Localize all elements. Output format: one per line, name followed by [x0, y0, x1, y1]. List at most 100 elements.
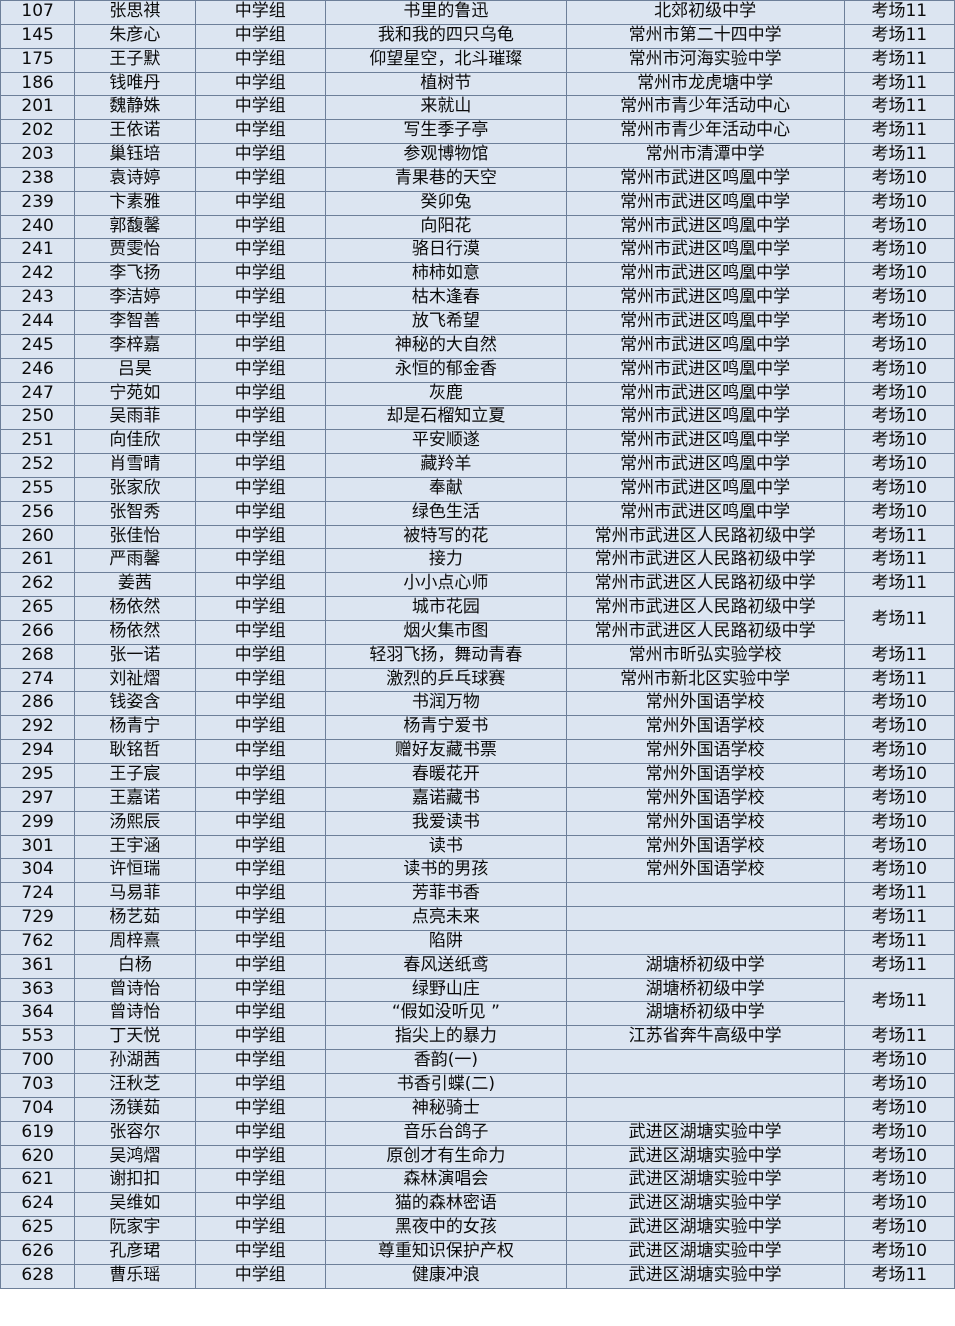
- table-row: 242 李飞扬 中学组 柿柿如意 常州市武进区鸣凰中学 考场10: [0, 262, 955, 288]
- cell-school: 常州市武进区鸣凰中学: [565, 262, 845, 288]
- cell-id: 700: [0, 1049, 76, 1074]
- cell-room: 考场10: [843, 286, 955, 311]
- cell-school: 湖塘桥初级中学: [565, 977, 845, 1003]
- cell-room: 考场11: [843, 119, 955, 145]
- cell-id: 244: [0, 309, 76, 335]
- cell-school: 常州外国语学校: [565, 739, 845, 764]
- cell-name: 孔彦珺: [74, 1239, 196, 1265]
- cell-room: 考场10: [843, 309, 955, 335]
- cell-group: 中学组: [194, 357, 327, 383]
- table-row: 274 刘祉熠 中学组 激烈的乒乓球赛 常州市新北区实验中学 考场11: [0, 667, 955, 693]
- cell-group: 中学组: [194, 643, 327, 669]
- cell-title: 春暖花开: [325, 763, 567, 788]
- cell-room: 考场10: [843, 453, 955, 478]
- cell-school: 常州市武进区人民路初级中学: [565, 572, 845, 598]
- cell-group: 中学组: [194, 810, 327, 836]
- table-row: 203 巢钰培 中学组 参观博物馆 常州市清潭中学 考场11: [0, 143, 955, 168]
- cell-name: 张家欣: [74, 476, 196, 502]
- cell-group: 中学组: [194, 906, 327, 931]
- cell-group: 中学组: [194, 238, 327, 264]
- cell-group: 中学组: [194, 1263, 327, 1289]
- cell-school: 常州市武进区鸣凰中学: [565, 309, 845, 335]
- table-row: 186 钱唯丹 中学组 植树节 常州市龙虎塘中学 考场11: [0, 71, 955, 97]
- cell-school: 常州市新北区实验中学: [565, 667, 845, 693]
- cell-school: 常州市武进区鸣凰中学: [565, 238, 845, 264]
- cell-group: 中学组: [194, 548, 327, 574]
- table-row: 266 杨依然 中学组 烟火集市图 常州市武进区人民路初级中学: [0, 619, 955, 645]
- cell-name: 袁诗婷: [74, 166, 196, 192]
- cell-name: 李飞扬: [74, 262, 196, 288]
- cell-school: 湖塘桥初级中学: [565, 953, 845, 979]
- cell-school: 武进区湖塘实验中学: [565, 1239, 845, 1265]
- cell-room: 考场10: [843, 715, 955, 741]
- table-row: 762 周梓熹 中学组 陷阱 考场11: [0, 929, 955, 955]
- cell-room: 考场10: [843, 1216, 955, 1241]
- cell-id: 361: [0, 953, 76, 979]
- cell-name: 王依诺: [74, 119, 196, 145]
- cell-title: 接力: [325, 548, 567, 574]
- cell-school: 北郊初级中学: [565, 0, 845, 25]
- cell-title: 我和我的四只乌龟: [325, 23, 567, 49]
- cell-group: 中学组: [194, 95, 327, 121]
- cell-school: 常州市清潭中学: [565, 143, 845, 168]
- cell-id: 762: [0, 929, 76, 955]
- cell-name: 周梓熹: [74, 929, 196, 955]
- cell-group: 中学组: [194, 23, 327, 49]
- cell-name: 汤熙辰: [74, 810, 196, 836]
- cell-id: 238: [0, 166, 76, 192]
- cell-room: 考场10: [843, 763, 955, 788]
- cell-name: 李智善: [74, 309, 196, 335]
- cell-title: 香韵(一): [325, 1049, 567, 1074]
- table-row: 243 李洁婷 中学组 枯木逢春 常州市武进区鸣凰中学 考场10: [0, 286, 955, 311]
- cell-name: 肖雪晴: [74, 453, 196, 478]
- cell-group: 中学组: [194, 333, 327, 359]
- cell-name: 张容尔: [74, 1120, 196, 1146]
- cell-room: 考场11: [843, 1025, 955, 1051]
- cell-id: 295: [0, 763, 76, 788]
- cell-school: 常州外国语学校: [565, 810, 845, 836]
- cell-group: 中学组: [194, 786, 327, 812]
- cell-id: 245: [0, 333, 76, 359]
- cell-title: 轻羽飞扬，舞动青春: [325, 643, 567, 669]
- cell-title: 陷阱: [325, 929, 567, 955]
- cell-group: 中学组: [194, 1168, 327, 1194]
- cell-name: 杨依然: [74, 619, 196, 645]
- cell-school: 常州外国语学校: [565, 691, 845, 717]
- cell-school: 常州外国语学校: [565, 858, 845, 884]
- table-row: 260 张佳怡 中学组 被特写的花 常州市武进区人民路初级中学 考场11: [0, 524, 955, 550]
- cell-school: 常州外国语学校: [565, 834, 845, 860]
- cell-id: 268: [0, 643, 76, 669]
- cell-title: 放飞希望: [325, 309, 567, 335]
- cell-name: 魏静姝: [74, 95, 196, 121]
- table-row: 107 张思祺 中学组 书里的鲁迅 北郊初级中学 考场11: [0, 0, 955, 25]
- cell-id: 299: [0, 810, 76, 836]
- cell-id: 107: [0, 0, 76, 25]
- cell-school: [565, 1072, 845, 1098]
- cell-school: 武进区湖塘实验中学: [565, 1192, 845, 1218]
- cell-name: 李梓嘉: [74, 333, 196, 359]
- cell-title: 却是石榴知立夏: [325, 405, 567, 431]
- cell-name: 杨艺茹: [74, 906, 196, 931]
- cell-id: 202: [0, 119, 76, 145]
- cell-title: 尊重知识保护产权: [325, 1239, 567, 1265]
- cell-id: 292: [0, 715, 76, 741]
- table-row: 252 肖雪晴 中学组 藏羚羊 常州市武进区鸣凰中学 考场10: [0, 453, 955, 478]
- cell-name: 杨依然: [74, 596, 196, 621]
- table-row: 361 白杨 中学组 春风送纸鸢 湖塘桥初级中学 考场11: [0, 953, 955, 979]
- cell-room: 考场10: [843, 190, 955, 216]
- table-row: 240 郭馥馨 中学组 向阳花 常州市武进区鸣凰中学 考场10: [0, 214, 955, 240]
- cell-id: 175: [0, 47, 76, 73]
- cell-name: 王嘉诺: [74, 786, 196, 812]
- cell-title: 灰鹿: [325, 381, 567, 407]
- table-row: 238 袁诗婷 中学组 青果巷的天空 常州市武进区鸣凰中学 考场10: [0, 166, 955, 192]
- cell-title: 绿色生活: [325, 500, 567, 526]
- table-row: 239 卞素雅 中学组 癸卯兔 常州市武进区鸣凰中学 考场10: [0, 190, 955, 216]
- cell-id: 301: [0, 834, 76, 860]
- cell-id: 628: [0, 1263, 76, 1289]
- cell-id: 619: [0, 1120, 76, 1146]
- cell-name: 李洁婷: [74, 286, 196, 311]
- cell-title: 书里的鲁迅: [325, 0, 567, 25]
- table-row: 256 张智秀 中学组 绿色生活 常州市武进区鸣凰中学 考场10: [0, 500, 955, 526]
- cell-id: 274: [0, 667, 76, 693]
- cell-group: 中学组: [194, 882, 327, 908]
